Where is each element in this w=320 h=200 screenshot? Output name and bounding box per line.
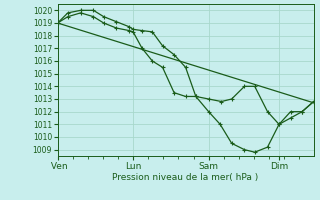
X-axis label: Pression niveau de la mer( hPa ): Pression niveau de la mer( hPa ) <box>112 173 259 182</box>
